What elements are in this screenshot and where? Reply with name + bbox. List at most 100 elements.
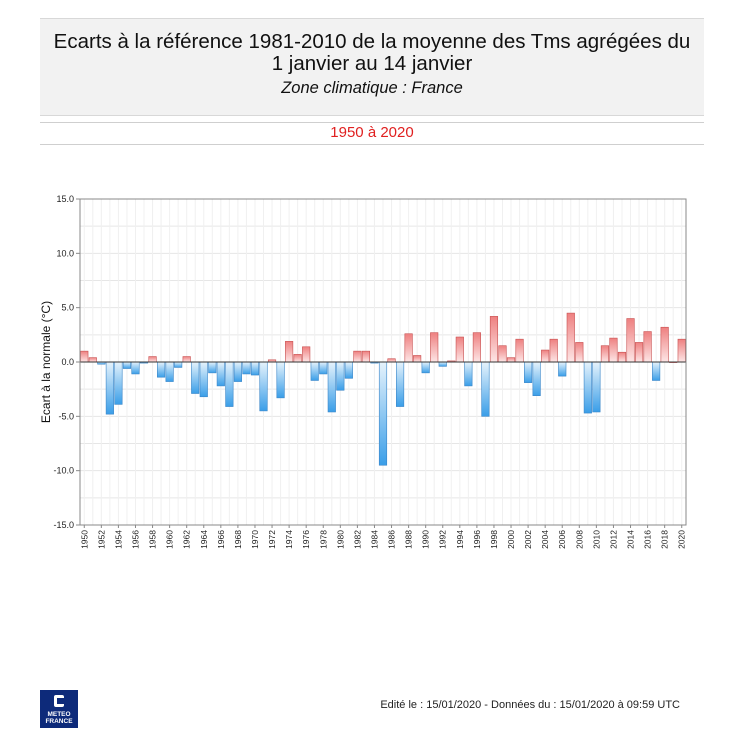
x-tick-label: 1990 — [421, 530, 431, 549]
x-tick-label: 1998 — [489, 530, 499, 549]
x-tick-label: 1956 — [130, 530, 140, 549]
bar-1974 — [285, 341, 294, 363]
bar-1987 — [396, 361, 405, 407]
x-tick-label: 1978 — [318, 530, 328, 549]
bar-1997 — [481, 361, 490, 417]
bar-1982 — [353, 350, 362, 363]
bar-2013 — [617, 351, 627, 363]
x-tick-label: 1950 — [79, 530, 89, 549]
bar-2014 — [626, 318, 635, 363]
y-tick-label: 0.0 — [61, 357, 74, 367]
y-tick-label: -5.0 — [58, 411, 74, 421]
bar-2020 — [677, 338, 686, 363]
bar-2011 — [600, 345, 609, 363]
bar-2010 — [592, 361, 601, 413]
y-axis-label: Ecart à la normale (°C) — [39, 301, 53, 423]
bar-2018 — [660, 326, 669, 363]
bar-1959 — [157, 361, 166, 378]
bar-1951 — [88, 357, 97, 363]
bar-1985 — [378, 361, 388, 466]
bar-1992 — [438, 361, 447, 367]
bar-1954 — [114, 361, 123, 405]
x-tick-label: 1984 — [369, 530, 379, 549]
bar-1988 — [404, 333, 413, 363]
bar-1975 — [293, 354, 302, 363]
y-tick-label: -15.0 — [53, 520, 74, 530]
divider-bottom — [40, 144, 704, 145]
bar-2004 — [541, 349, 550, 363]
y-tick-label: 5.0 — [61, 303, 74, 313]
edition-info: Edité le : 15/01/2020 - Données du : 15/… — [380, 699, 680, 711]
bar-1996 — [472, 332, 481, 363]
chart-title-line2: 1 janvier au 14 janvier — [271, 52, 473, 75]
bar-2009 — [583, 361, 592, 414]
bar-2001 — [515, 338, 524, 363]
bar-1978 — [319, 361, 328, 375]
bar-1958 — [148, 356, 157, 363]
bar-1965 — [208, 361, 217, 374]
bar-1980 — [336, 361, 345, 391]
x-tick-label: 1966 — [216, 530, 226, 549]
bar-1960 — [165, 361, 174, 382]
bar-1994 — [455, 336, 464, 363]
logo-text-line1: METEO — [47, 711, 70, 718]
bar-1950 — [80, 350, 89, 363]
x-tick-label: 1952 — [96, 530, 106, 549]
x-tick-label: 1964 — [199, 530, 209, 549]
divider-top — [40, 122, 704, 123]
title-panel: Ecarts à la référence 1981-2010 de la mo… — [40, 18, 704, 116]
x-tick-label: 1970 — [250, 530, 260, 549]
bar-1981 — [344, 361, 353, 379]
bar-1968 — [233, 361, 242, 382]
bar-1995 — [464, 361, 473, 387]
meteo-france-logo: METEO FRANCE — [40, 690, 78, 728]
bar-2017 — [652, 361, 661, 381]
bar-1966 — [216, 361, 225, 387]
logo-text-line2: FRANCE — [45, 718, 73, 725]
bar-2002 — [524, 361, 533, 383]
bar-1999 — [498, 345, 507, 363]
x-tick-label: 1968 — [233, 530, 243, 549]
bar-2000 — [506, 357, 516, 363]
x-tick-label: 1982 — [352, 530, 362, 549]
logo-icon: METEO FRANCE — [45, 695, 73, 725]
bar-1989 — [413, 355, 422, 363]
bar-1961 — [174, 361, 183, 368]
y-tick-label: 15.0 — [56, 194, 74, 204]
bar-1963 — [191, 361, 200, 394]
bar-1990 — [421, 361, 430, 374]
bar-2016 — [643, 331, 652, 363]
bar-1991 — [430, 332, 439, 363]
bar-1971 — [259, 361, 268, 412]
x-tick-label: 1976 — [301, 530, 311, 549]
x-tick-label: 2020 — [677, 530, 687, 549]
x-tick-label: 2016 — [643, 530, 653, 549]
chart-title-line1: Ecarts à la référence 1981-2010 de la mo… — [53, 30, 691, 53]
bar-2003 — [532, 361, 541, 396]
bar-1967 — [225, 361, 234, 407]
bar-1955 — [122, 361, 132, 369]
x-tick-label: 2010 — [591, 530, 601, 549]
x-tick-label: 1962 — [182, 530, 192, 549]
x-tick-label: 1994 — [455, 530, 465, 549]
x-tick-label: 1972 — [267, 530, 277, 549]
x-tick-label: 1980 — [335, 530, 345, 549]
x-tick-label: 2004 — [540, 530, 550, 549]
bar-1964 — [199, 361, 208, 398]
x-tick-label: 1974 — [284, 530, 294, 549]
x-tick-label: 1960 — [165, 530, 175, 549]
y-tick-label: -10.0 — [53, 466, 74, 476]
bar-1969 — [242, 361, 251, 375]
bar-1970 — [250, 361, 260, 376]
chart-subtitle: Zone climatique : France — [281, 79, 463, 97]
x-tick-label: 1992 — [438, 530, 448, 549]
bar-1953 — [105, 361, 114, 415]
x-tick-label: 2002 — [523, 530, 533, 549]
x-tick-label: 2006 — [557, 530, 567, 549]
bar-1998 — [489, 316, 499, 363]
bar-2015 — [634, 342, 644, 363]
x-tick-label: 1986 — [387, 530, 397, 549]
x-tick-label: 2008 — [574, 530, 584, 549]
bar-1979 — [327, 361, 336, 413]
